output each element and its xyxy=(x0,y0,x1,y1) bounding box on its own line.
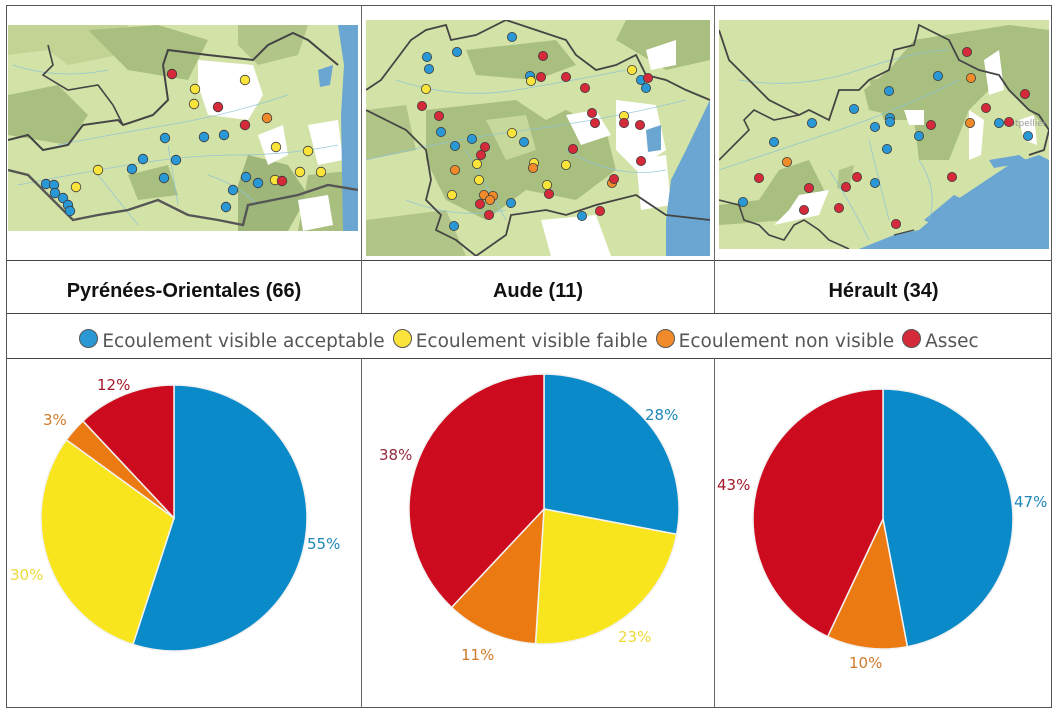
orange-circle-icon xyxy=(655,328,675,348)
pie-chart-pyrenees-orientales: 12% 3% 55% 30% xyxy=(7,363,361,708)
pie-chart-aude: 28% 38% 23% 11% xyxy=(362,363,714,708)
pie-label-faible: 30% xyxy=(10,566,44,584)
department-title-pyrenees-orientales: Pyrénées-Orientales (66) xyxy=(66,280,302,302)
red-circle-icon xyxy=(902,328,922,348)
pie-slice xyxy=(81,384,175,520)
map-pyrenees-orientales xyxy=(8,25,358,231)
map-herault: Montpellier xyxy=(719,20,1049,249)
col-divider xyxy=(361,358,362,708)
pie-slice xyxy=(534,508,678,645)
department-title-herault: Hérault (34) xyxy=(828,280,939,302)
row-divider xyxy=(7,313,1051,314)
pie-label-assec: 43% xyxy=(717,476,751,494)
legend-item-acceptable: Ecoulement visible acceptable xyxy=(79,328,385,352)
row-divider xyxy=(7,260,1051,261)
city-label: Montpellier xyxy=(996,119,1047,129)
yellow-circle-icon xyxy=(392,328,412,348)
pie-label-assec: 12% xyxy=(97,376,131,394)
legend-item-assec: Assec xyxy=(902,328,979,352)
map-svg xyxy=(366,20,710,256)
pie-slice xyxy=(408,373,545,609)
map-aude xyxy=(366,20,710,256)
pie-label-acceptable: 28% xyxy=(645,406,679,424)
pie-slice xyxy=(131,384,308,652)
row-divider xyxy=(7,358,1051,359)
pie-label-non-visible: 10% xyxy=(849,654,883,672)
legend: Ecoulement visible acceptable Ecoulement… xyxy=(7,319,1051,363)
pie-slice xyxy=(752,388,884,638)
comparison-table: Montpellier xyxy=(6,5,1052,708)
legend-label: Assec xyxy=(925,330,979,352)
pie-slice xyxy=(40,438,175,646)
legend-item-faible: Ecoulement visible faible xyxy=(392,328,648,352)
col-divider xyxy=(714,358,715,708)
pie-label-acceptable: 47% xyxy=(1014,493,1048,511)
pie-svg xyxy=(408,373,680,645)
map-svg: Montpellier xyxy=(719,20,1049,249)
pie-slice xyxy=(450,506,545,645)
department-title-aude: Aude (11) xyxy=(492,280,584,302)
pie-label-assec: 38% xyxy=(379,446,413,464)
legend-label: Ecoulement visible faible xyxy=(415,330,648,352)
pie-chart-herault: 43% 47% 10% xyxy=(715,363,1052,708)
map-svg xyxy=(8,25,358,231)
pie-label-acceptable: 55% xyxy=(307,535,341,553)
pie-slice xyxy=(882,388,1014,648)
pie-slice xyxy=(543,373,680,536)
legend-item-non-visible: Ecoulement non visible xyxy=(655,328,895,352)
blue-circle-icon xyxy=(79,328,99,348)
col-divider xyxy=(714,6,715,313)
pie-label-non-visible: 3% xyxy=(43,411,67,429)
legend-label: Ecoulement visible acceptable xyxy=(102,330,385,352)
legend-label: Ecoulement non visible xyxy=(678,330,895,352)
pie-svg xyxy=(40,384,308,652)
pie-slice xyxy=(826,516,909,650)
col-divider xyxy=(361,6,362,313)
pie-label-faible: 23% xyxy=(618,628,652,646)
pie-label-non-visible: 11% xyxy=(461,646,495,664)
pie-svg xyxy=(752,388,1014,650)
